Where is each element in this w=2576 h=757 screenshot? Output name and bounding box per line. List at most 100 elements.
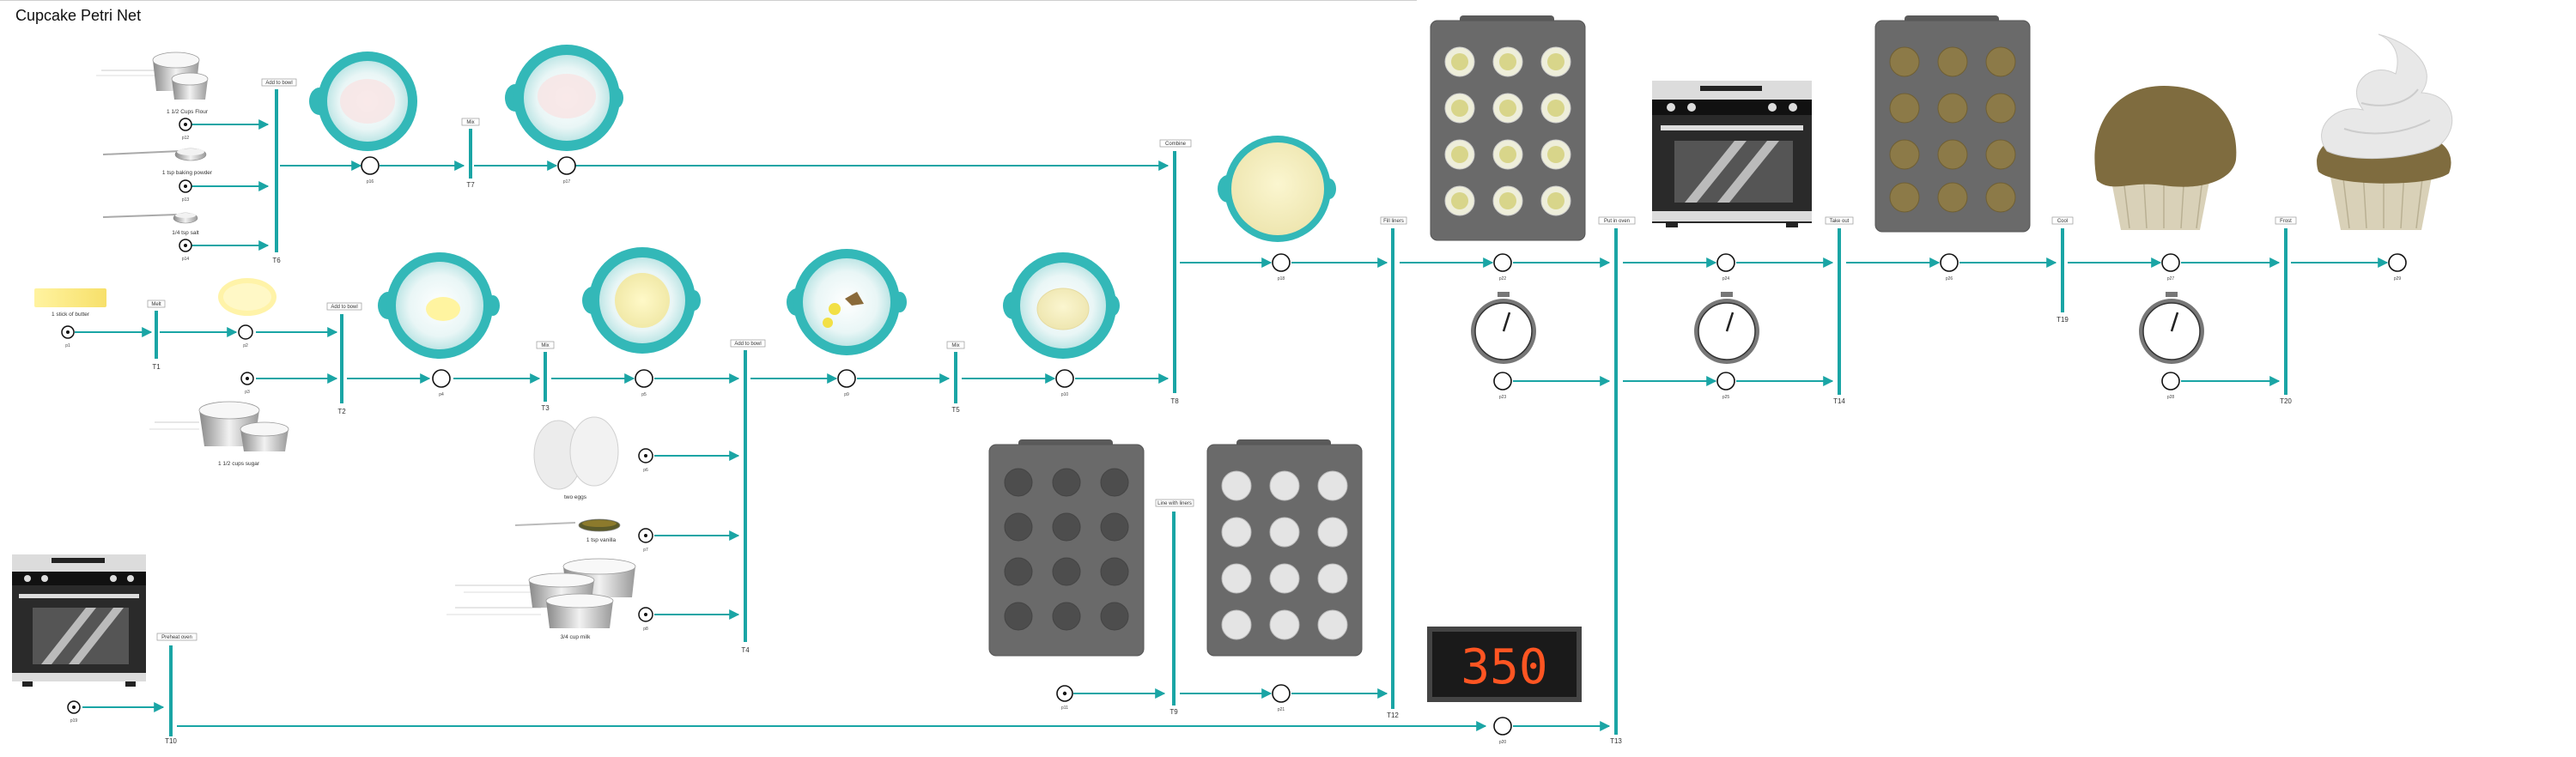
svg-text:p19: p19 (70, 718, 78, 724)
ingredient-label: 3/4 cup milk (561, 634, 591, 640)
svg-text:p28: p28 (2167, 395, 2175, 400)
svg-text:p7: p7 (643, 548, 648, 553)
transition-name: T3 (541, 404, 550, 412)
transition-label: Preheat oven (161, 635, 192, 640)
token (246, 377, 249, 380)
svg-text:p16: p16 (367, 179, 374, 185)
transition-label: Frost (2280, 219, 2292, 224)
ingredient-label: 1/4 tsp salt (172, 230, 199, 236)
bowl-mix-1 (378, 252, 500, 359)
token (184, 123, 187, 126)
svg-text:p11: p11 (1061, 706, 1068, 711)
oven-temperature: 350 (1461, 639, 1547, 695)
svg-text:p24: p24 (1722, 276, 1730, 282)
svg-text:p18: p18 (1278, 276, 1285, 282)
place-p24: p24 (1716, 253, 1735, 282)
transition-name: T5 (951, 406, 960, 414)
svg-text:p6: p6 (643, 468, 648, 473)
place-p21: p21 (1272, 684, 1291, 712)
transition-name: T14 (1833, 397, 1845, 405)
top-divider (0, 0, 1417, 1)
svg-text:p8: p8 (643, 627, 648, 632)
transition-name: T10 (165, 737, 177, 745)
oven-temperature-display: 350 (1427, 627, 1582, 702)
transition-label: Take out (1830, 219, 1850, 224)
svg-text:p29: p29 (2394, 276, 2402, 282)
transition-name: T19 (2057, 316, 2069, 324)
svg-text:p14: p14 (182, 257, 190, 262)
ingredient-label: 1 stick of butter (52, 312, 90, 318)
flour-illustration: 1 1/2 Cups Flour (96, 51, 209, 115)
ingredient-label: 1 tsp baking powder (162, 170, 213, 176)
transition-t7: Mix T7 (461, 118, 480, 189)
bowl-wet-2 (1003, 252, 1120, 359)
place-p27: p27 (2161, 253, 2180, 282)
milk-illustration: 3/4 cup milk (447, 558, 636, 640)
place-p18: p18 (1272, 253, 1291, 282)
transition-name: T4 (741, 646, 750, 654)
token (184, 185, 187, 188)
place-p29: p29 (2388, 253, 2407, 282)
place-p10: p10 (1055, 369, 1074, 397)
melted-butter-illustration (218, 278, 276, 316)
svg-text:p1: p1 (65, 343, 70, 348)
transition-t14: Take out T14 (1825, 216, 1854, 405)
timer-icon (1694, 292, 1759, 364)
place-p14: p14 (179, 239, 192, 262)
place-p8: p8 (638, 607, 653, 632)
tray-lined (1206, 439, 1363, 657)
transition-name: T1 (152, 363, 161, 371)
salt-illustration: 1/4 tsp salt (102, 212, 199, 236)
svg-text:p2: p2 (243, 343, 248, 348)
bowl-wet-1 (787, 249, 907, 355)
svg-text:p5: p5 (641, 392, 647, 397)
transition-name: T20 (2280, 397, 2292, 405)
transition-t2: Add to bowl T2 (326, 302, 362, 415)
transition-t9: Line with liners T9 (1155, 499, 1194, 716)
transition-name: T12 (1387, 712, 1399, 719)
place-p20: p20 (1493, 717, 1512, 745)
transition-label: Mix (466, 120, 474, 125)
transition-label: Combine (1165, 142, 1187, 147)
svg-text:p10: p10 (1061, 392, 1069, 397)
svg-text:p3: p3 (245, 390, 250, 395)
place-p7: p7 (638, 528, 653, 553)
transition-t5: Mix T5 (946, 341, 965, 414)
transition-name: T13 (1610, 737, 1622, 745)
transition-label: Mix (951, 343, 959, 348)
svg-text:p26: p26 (1946, 276, 1953, 282)
token (644, 454, 647, 457)
transition-t1: Melt T1 (147, 300, 166, 371)
svg-text:p22: p22 (1499, 276, 1507, 282)
place-p6: p6 (638, 448, 653, 473)
transition-label: Add to bowl (734, 342, 761, 347)
place-p5: p5 (635, 369, 653, 397)
transition-t10: Preheat oven T10 (156, 633, 197, 745)
svg-text:p27: p27 (2167, 276, 2175, 282)
svg-text:p17: p17 (563, 179, 571, 185)
transition-t8: Combine T8 (1159, 139, 1192, 405)
baking-powder-illustration: 1 tsp baking powder (102, 148, 213, 176)
transition-t3: Mix T3 (536, 341, 555, 412)
transition-t19: Cool T19 (2051, 216, 2074, 324)
place-p23: p23 (1493, 372, 1512, 400)
place-p9: p9 (837, 369, 856, 397)
svg-text:p25: p25 (1722, 395, 1730, 400)
svg-text:p9: p9 (844, 392, 849, 397)
place-p25: p25 (1716, 372, 1735, 400)
eggs-illustration: two eggs (533, 416, 619, 500)
place-p22: p22 (1493, 253, 1512, 282)
transition-label: Cool (2057, 219, 2068, 224)
bowl-batter (1218, 136, 1336, 242)
transition-label: Add to bowl (331, 305, 357, 310)
arcs (75, 119, 2389, 731)
tray-baked (1874, 15, 2031, 233)
transitions: Add to bowl T6 Mix T7 Melt T1 Add to bow… (147, 78, 2297, 745)
token (644, 534, 647, 537)
transition-label: Mix (541, 343, 549, 348)
ingredient-label: two eggs (564, 494, 587, 500)
svg-text:p4: p4 (439, 392, 444, 397)
transition-t13: Put in oven T13 (1598, 216, 1636, 745)
timer-icon (1471, 292, 1536, 364)
